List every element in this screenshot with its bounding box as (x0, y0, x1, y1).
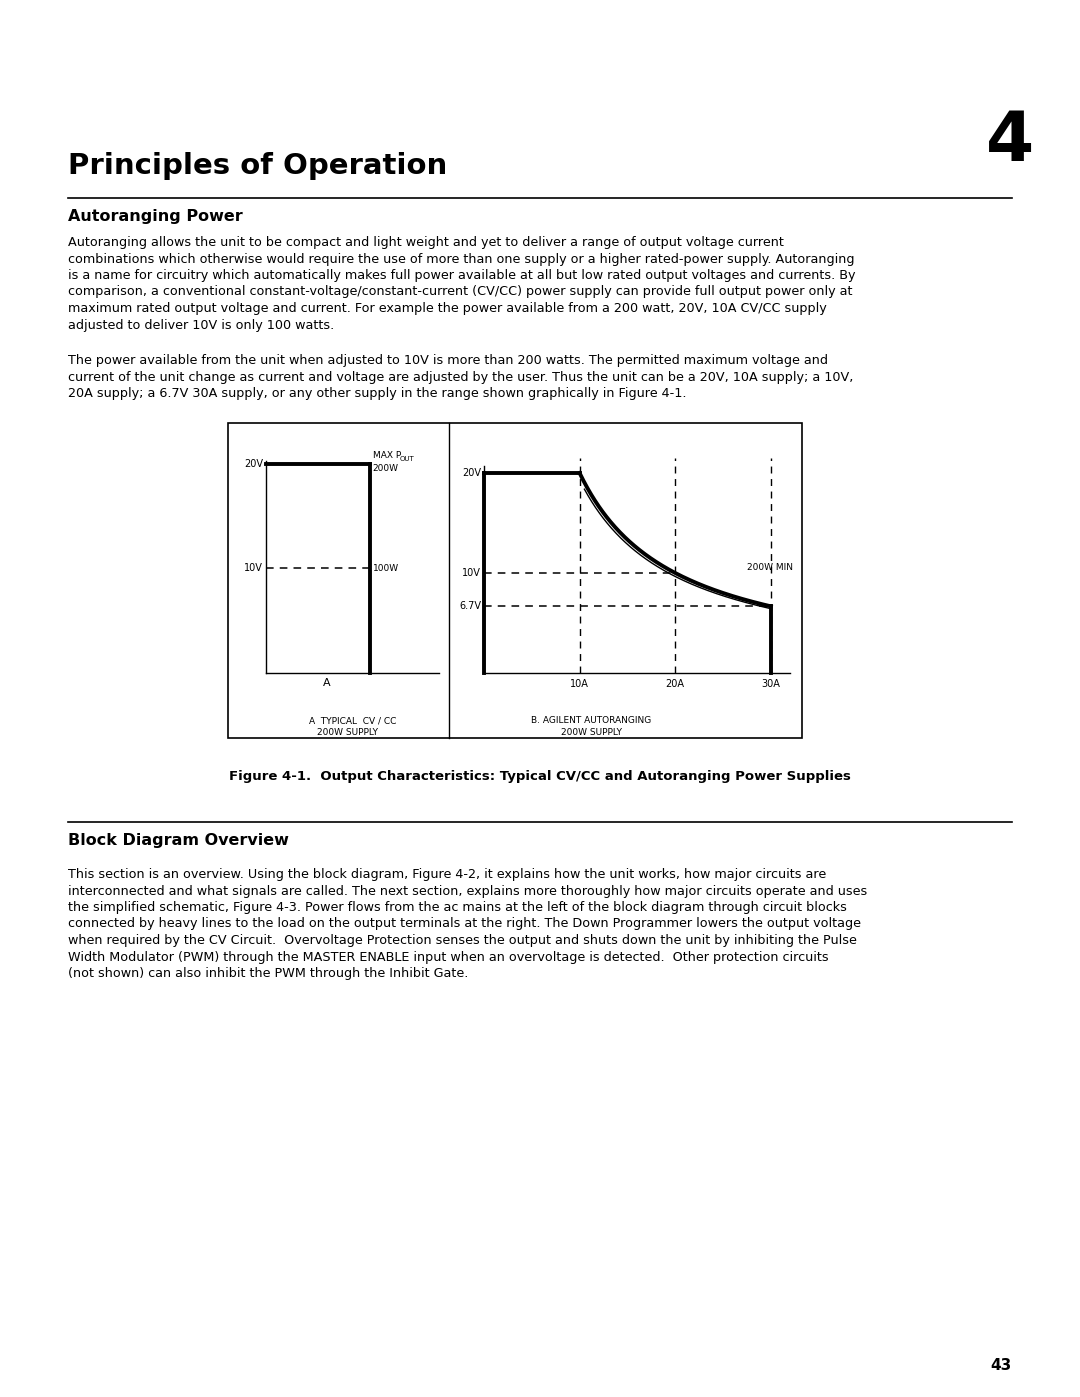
Text: Autoranging Power: Autoranging Power (68, 210, 243, 224)
Text: (not shown) can also inhibit the PWM through the Inhibit Gate.: (not shown) can also inhibit the PWM thr… (68, 967, 469, 981)
Text: 200W SUPPLY: 200W SUPPLY (318, 728, 378, 738)
Text: A  TYPICAL  CV / CC: A TYPICAL CV / CC (309, 717, 396, 725)
Text: maximum rated output voltage and current. For example the power available from a: maximum rated output voltage and current… (68, 302, 827, 314)
Text: 20A supply; a 6.7V 30A supply, or any other supply in the range shown graphicall: 20A supply; a 6.7V 30A supply, or any ot… (68, 387, 687, 400)
Text: interconnected and what signals are called. The next section, explains more thor: interconnected and what signals are call… (68, 884, 867, 897)
Text: Principles of Operation: Principles of Operation (68, 152, 447, 180)
Bar (228, 423, 802, 738)
Text: 20V: 20V (244, 458, 264, 469)
Text: 10A: 10A (570, 679, 589, 689)
Text: Width Modulator (PWM) through the MASTER ENABLE input when an overvoltage is det: Width Modulator (PWM) through the MASTER… (68, 950, 828, 964)
Text: This section is an overview. Using the block diagram, Figure 4-2, it explains ho: This section is an overview. Using the b… (68, 868, 826, 882)
Text: 20V: 20V (462, 468, 481, 478)
Text: B. AGILENT AUTORANGING: B. AGILENT AUTORANGING (531, 717, 651, 725)
Text: Block Diagram Overview: Block Diagram Overview (68, 833, 288, 848)
Text: current of the unit change as current and voltage are adjusted by the user. Thus: current of the unit change as current an… (68, 370, 853, 384)
Text: adjusted to deliver 10V is only 100 watts.: adjusted to deliver 10V is only 100 watt… (68, 319, 334, 331)
Text: 200W: 200W (373, 464, 399, 474)
Text: The power available from the unit when adjusted to 10V is more than 200 watts. T: The power available from the unit when a… (68, 353, 828, 367)
Text: 100W: 100W (373, 564, 399, 573)
Text: when required by the CV Circuit.  Overvoltage Protection senses the output and s: when required by the CV Circuit. Overvol… (68, 935, 856, 947)
Text: Figure 4-1.  Output Characteristics: Typical CV/CC and Autoranging Power Supplie: Figure 4-1. Output Characteristics: Typi… (229, 770, 851, 782)
Text: OUT: OUT (400, 455, 415, 462)
Text: 4: 4 (986, 108, 1035, 175)
Text: 200W MIN: 200W MIN (747, 563, 793, 573)
Text: 10V: 10V (244, 563, 264, 573)
Text: is a name for circuitry which automatically makes full power available at all bu: is a name for circuitry which automatica… (68, 270, 855, 282)
Text: 30A: 30A (761, 679, 781, 689)
Text: connected by heavy lines to the load on the output terminals at the right. The D: connected by heavy lines to the load on … (68, 918, 861, 930)
Text: comparison, a conventional constant-voltage/constant-current (CV/CC) power suppl: comparison, a conventional constant-volt… (68, 285, 852, 299)
Text: 10V: 10V (462, 569, 481, 578)
Text: 200W SUPPLY: 200W SUPPLY (561, 728, 622, 738)
Text: 20A: 20A (665, 679, 685, 689)
Text: Autoranging allows the unit to be compact and light weight and yet to deliver a : Autoranging allows the unit to be compac… (68, 236, 784, 249)
Text: A: A (323, 678, 330, 687)
Text: 6.7V: 6.7V (459, 601, 481, 610)
Text: the simplified schematic, Figure 4-3. Power flows from the ac mains at the left : the simplified schematic, Figure 4-3. Po… (68, 901, 847, 914)
Text: MAX P: MAX P (373, 451, 401, 460)
Text: 43: 43 (990, 1358, 1012, 1373)
Text: combinations which otherwise would require the use of more than one supply or a : combinations which otherwise would requi… (68, 253, 854, 265)
